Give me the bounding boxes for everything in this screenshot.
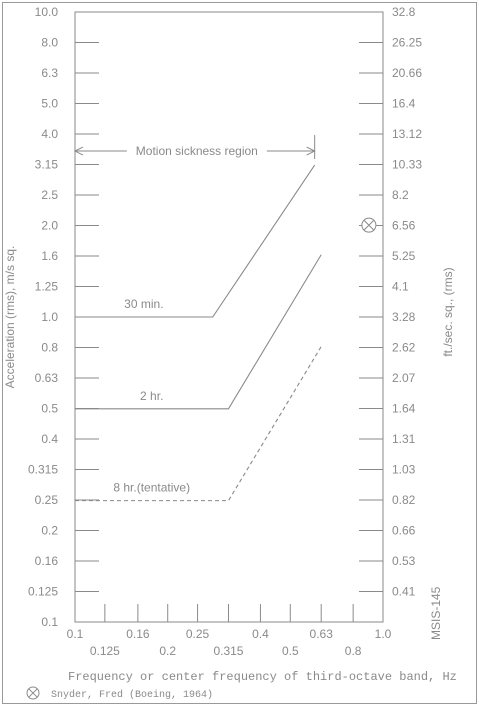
series-line [75,346,322,502]
x-tick-label-upper: 0.63 [310,627,334,641]
y-axis-title-right: ft./sec. sq., (rms) [441,267,455,356]
y-tick-label-left: 0.5 [41,402,58,416]
y-tick-label-left: 8.0 [41,36,58,50]
y-tick-label-left: 0.4 [41,432,58,446]
region-arrow-right [306,146,316,156]
series-label: 30 min. [124,297,163,311]
x-ticks: 0.1 0.16 0.25 0.4 0.63 1.0 0.125 0.2 0.315 0.5 0.8 [67,604,392,658]
y-tick-label-left: 2.5 [41,188,58,202]
series-label: 8 hr.(tentative) [113,481,190,495]
legend-marker-icon [26,686,40,700]
series-line [75,164,316,318]
region-label: Motion sickness region [136,144,258,158]
y-axis-title-left: Acceleration (rms), m/s sq. [3,246,17,389]
y-tick-label-left: 0.8 [41,341,58,355]
y-tick-label-left: 0.25 [35,493,59,507]
y-tick-label-right: 32.8 [392,5,416,19]
y-tick-label-right: 20.66 [392,66,422,80]
legend: Snyder, Fred (Boeing, 1964) [26,686,213,701]
x-tick-label-upper: 0.16 [126,627,150,641]
region-arrow-left [73,146,84,156]
series-line [75,254,322,410]
y-tick-label-left: 2.0 [41,219,58,233]
y-tick-label-left: 1.6 [41,249,58,263]
y-tick-label-right: 8.2 [392,188,409,202]
figure-id: MSIS-145 [429,586,443,640]
y-tick-label-right: 0.41 [392,585,416,599]
y-tick-label-right: 0.53 [392,554,416,568]
x-tick-label-lower: 0.125 [90,644,120,658]
x-tick-label-upper: 1.0 [375,627,392,641]
x-tick-label-lower: 0.8 [345,644,362,658]
y-tick-label-left: 0.2 [41,524,58,538]
x-tick-label-lower: 0.315 [213,644,243,658]
y-tick-label-right: 26.25 [392,36,422,50]
y-tick-label-left: 0.63 [35,371,59,385]
y-tick-label-right: 1.03 [392,463,416,477]
y-tick-label-left: 5.0 [41,97,58,111]
point-cross-b [363,219,375,231]
right-y-ticks: 32.8 26.25 20.66 16.4 13.12 10.33 8.2 6.56 5.25 4… [359,5,422,599]
y-tick-label-right: 10.33 [392,158,422,172]
series-layer: 30 min. 2 hr. 8 hr.(tentative) [75,164,322,502]
y-tick-label-right: 13.12 [392,127,422,141]
y-tick-label-right: 1.64 [392,402,416,416]
legend-text: Snyder, Fred (Boeing, 1964) [51,689,213,701]
y-tick-label-right: 3.28 [392,310,416,324]
series-label: 2 hr. [140,389,163,403]
left-y-ticks: 10.0 8.0 6.3 5.0 4.0 3.15 2.5 2.0 1.6 1.25 1.0 0.8 0… [28,5,99,629]
y-tick-label-right: 4.1 [392,280,409,294]
y-tick-label-right: 0.82 [392,493,416,507]
y-tick-label-left: 0.125 [28,585,58,599]
y-tick-label-right: 2.07 [392,371,416,385]
y-tick-label-left: 4.0 [41,127,58,141]
y-tick-label-left: 0.315 [28,463,58,477]
region-label-bg [126,143,267,160]
y-tick-label-right: 1.31 [392,432,416,446]
y-tick-label-left: 6.3 [41,66,58,80]
y-tick-label-left: 3.15 [35,158,59,172]
y-tick-label-right: 6.56 [392,219,416,233]
y-tick-label-left: 1.25 [35,280,59,294]
y-tick-label-right: 16.4 [392,97,416,111]
x-tick-label-lower: 0.2 [159,644,176,658]
y-tick-label-left: 10.0 [35,5,59,19]
x-axis-title: Frequency or center frequency of third-o… [68,670,457,684]
y-tick-label-left: 0.1 [41,615,58,629]
x-tick-label-upper: 0.1 [67,627,84,641]
y-tick-label-left: 0.16 [35,554,59,568]
y-tick-label-left: 1.0 [41,310,58,324]
x-tick-label-lower: 0.5 [282,644,299,658]
region-annotation: Motion sickness region [73,135,316,160]
y-tick-label-right: 5.25 [392,249,416,263]
y-tick-label-right: 0.66 [392,524,416,538]
y-tick-label-right: 2.62 [392,341,416,355]
circle-x-marker [361,217,377,233]
x-tick-label-upper: 0.25 [186,627,210,641]
x-tick-label-upper: 0.4 [252,627,269,641]
